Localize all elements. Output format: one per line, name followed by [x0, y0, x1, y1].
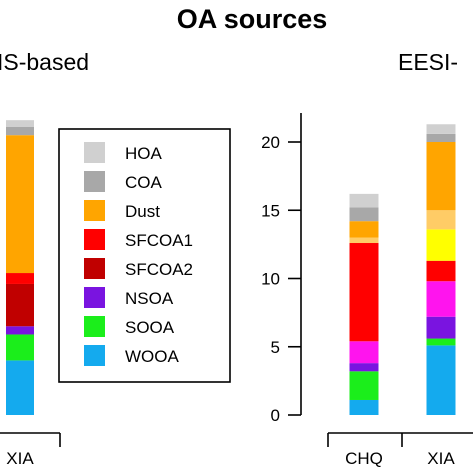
legend-label-dust: Dust: [125, 202, 160, 221]
right-x-tick-label-chq: CHQ: [345, 449, 383, 468]
legend-label-sfcoa1: SFCOA1: [125, 231, 193, 250]
bar-xia-0-segment-wooa: [6, 360, 34, 415]
bar-xia-0-segment-sooa: [6, 334, 34, 361]
left-x-tick-label: XIA: [6, 449, 34, 468]
legend-swatch-sfcoa2: [84, 258, 105, 279]
legend-frame: [58, 128, 231, 383]
bar-xia-1-segment-nsoa: [426, 316, 456, 339]
bar-chq-0-segment-nsoa: [349, 363, 379, 372]
right-x-tick-label-xia: XIA: [427, 449, 455, 468]
legend-label-nsoa: NSOA: [125, 289, 174, 308]
y-tick-label-10: 10: [261, 270, 280, 289]
bar-xia-1-segment-coa: [426, 133, 456, 142]
legend-swatch-nsoa: [84, 287, 105, 308]
legend-label-sooa: SOOA: [125, 318, 175, 337]
bar-xia-0-segment-hoa: [6, 120, 34, 127]
y-tick-label-0: 0: [271, 406, 280, 425]
bar-xia-1-segment-wooa: [426, 345, 456, 415]
bar-xia-1-segment-light-orange: [426, 210, 456, 230]
bar-chq-0-segment-wooa: [349, 399, 379, 415]
bar-xia-0-segment-nsoa: [6, 326, 34, 335]
y-tick-label-5: 5: [271, 338, 280, 357]
bar-xia-0-segment-dust: [6, 135, 34, 274]
legend-label-hoa: HOA: [125, 144, 163, 163]
bar-xia-0-segment-sfcoa2: [6, 283, 34, 327]
legend-label-coa: COA: [125, 173, 163, 192]
panel-left-subtitle: IS-based: [0, 49, 89, 75]
bar-chq-0-segment-sooa: [349, 371, 379, 400]
legend-label-sfcoa2: SFCOA2: [125, 260, 193, 279]
bar-xia-1-segment-hoa: [426, 124, 456, 134]
bar-xia-1-segment-yellow: [426, 229, 456, 261]
bar-chq-0-segment-sfcoa1: [349, 243, 379, 342]
bar-xia-0-segment-sfcoa1: [6, 273, 34, 284]
legend-swatch-wooa: [84, 345, 105, 366]
bar-chq-0-segment-hoa: [349, 193, 379, 208]
bar-xia-1-segment-dust: [426, 142, 456, 211]
bar-xia-1-segment-sfcoa1: [426, 260, 456, 282]
panel-right-subtitle: EESI-: [398, 49, 458, 75]
bar-chq-0-segment-coa: [349, 207, 379, 222]
bar-chq-0-segment-light-orange: [349, 237, 379, 244]
legend-label-wooa: WOOA: [125, 347, 179, 366]
legend: HOA COA Dust SFCOA1 SFCOA2 NSOA SOOA WOOA: [58, 128, 231, 383]
chart-title: OA sources: [177, 4, 328, 34]
y-tick-label-20: 20: [261, 133, 280, 152]
bar-xia-1-segment-magenta: [426, 281, 456, 317]
legend-swatch-sfcoa1: [84, 229, 105, 250]
right-panel: 0 5 10 15 20 CHQ XIA: [261, 113, 473, 468]
left-panel: XIA: [0, 120, 61, 468]
bar-xia-1-segment-sooa: [426, 338, 456, 346]
legend-swatch-sooa: [84, 316, 105, 337]
y-tick-label-15: 15: [261, 201, 280, 220]
bar-xia-0-segment-coa: [6, 126, 34, 136]
legend-swatch-coa: [84, 171, 105, 192]
bar-chq-0-segment-dust: [349, 221, 379, 238]
legend-swatch-dust: [84, 200, 105, 221]
bar-chq-0-segment-magenta: [349, 341, 379, 364]
legend-swatch-hoa: [84, 142, 105, 163]
